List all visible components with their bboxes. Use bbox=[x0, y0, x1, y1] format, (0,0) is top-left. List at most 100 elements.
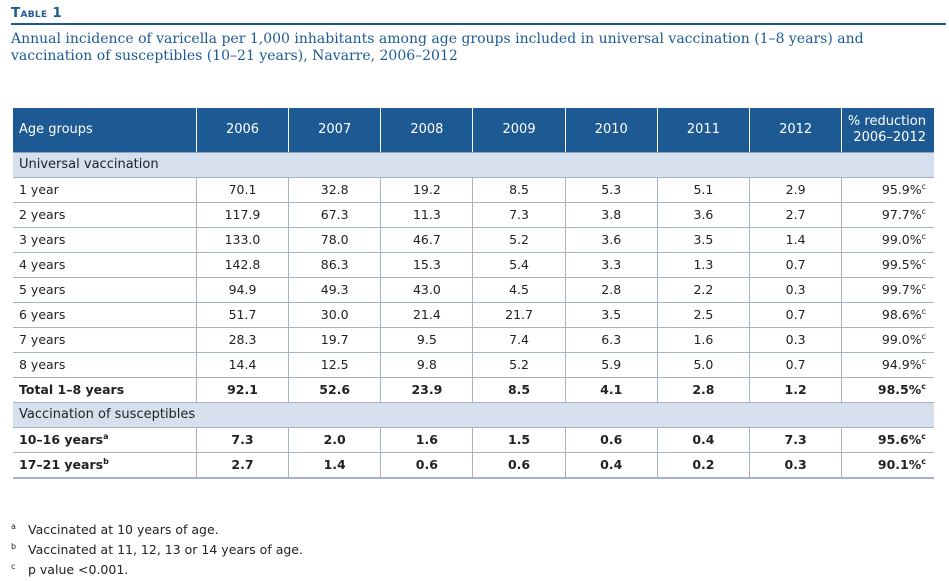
footnote-marker: b bbox=[103, 456, 109, 466]
age-group-label: 10–16 years bbox=[19, 432, 104, 447]
footnote-marker: c bbox=[921, 206, 926, 216]
incidence-value: 0.7 bbox=[749, 252, 843, 278]
incidence-value: 8.5 bbox=[472, 177, 566, 203]
incidence-value: 2.9 bbox=[749, 177, 843, 203]
header-year-2010: 2010 bbox=[565, 108, 658, 153]
reduction-cell: 95.9%c bbox=[841, 177, 934, 203]
table-row: 3 years 133.0 78.0 46.7 5.2 3.6 3.5 1.4 99.0%c bbox=[13, 227, 934, 253]
incidence-value: 8.5 bbox=[472, 377, 566, 403]
table-row: 5 years 94.9 49.3 43.0 4.5 2.8 2.2 0.3 99.7%c bbox=[13, 277, 934, 303]
incidence-value: 3.5 bbox=[657, 227, 751, 253]
incidence-value: 1.5 bbox=[472, 427, 566, 453]
age-group-label: 4 years bbox=[19, 257, 66, 272]
reduction-value: 97.7% bbox=[881, 207, 922, 222]
reduction-value: 94.9% bbox=[881, 357, 922, 372]
incidence-value: 5.9 bbox=[565, 352, 658, 378]
age-group-label: 2 years bbox=[19, 207, 66, 222]
incidence-value: 1.6 bbox=[657, 327, 751, 353]
incidence-value: 0.3 bbox=[749, 452, 843, 478]
incidence-value: 7.3 bbox=[749, 427, 843, 453]
incidence-value: 49.3 bbox=[288, 277, 382, 303]
incidence-value: 19.7 bbox=[288, 327, 382, 353]
section-label: Vaccination of susceptibles bbox=[13, 402, 934, 428]
age-group-cell: 8 years bbox=[13, 352, 197, 378]
incidence-value: 2.8 bbox=[657, 377, 751, 403]
incidence-value: 46.7 bbox=[380, 227, 474, 253]
incidence-value: 2.5 bbox=[657, 302, 751, 328]
incidence-value: 21.4 bbox=[380, 302, 474, 328]
footnote-marker: c bbox=[921, 231, 926, 241]
reduction-cell: 98.6%c bbox=[841, 302, 934, 328]
footnote: b Vaccinated at 11, 12, 13 or 14 years of… bbox=[11, 540, 303, 560]
incidence-value: 94.9 bbox=[196, 277, 290, 303]
incidence-value: 21.7 bbox=[472, 302, 566, 328]
header-year-2006: 2006 bbox=[196, 108, 290, 153]
incidence-value: 3.5 bbox=[565, 302, 658, 328]
header-age-groups: Age groups bbox=[13, 108, 197, 153]
reduction-value: 98.5% bbox=[877, 382, 922, 397]
footnote-marker: c bbox=[921, 256, 926, 266]
age-group-cell: 17–21 yearsb bbox=[13, 452, 197, 478]
footnote-marker: c bbox=[11, 562, 16, 571]
header-year-2007: 2007 bbox=[288, 108, 382, 153]
footnote-marker: a bbox=[11, 522, 16, 531]
footnote-marker: c bbox=[921, 356, 926, 366]
incidence-value: 133.0 bbox=[196, 227, 290, 253]
incidence-value: 2.0 bbox=[288, 427, 382, 453]
incidence-value: 5.3 bbox=[565, 177, 658, 203]
incidence-value: 2.7 bbox=[749, 202, 843, 228]
age-group-cell: Total 1–8 years bbox=[13, 377, 197, 403]
footnotes: a Vaccinated at 10 years of age. b Vaccinat… bbox=[11, 520, 303, 580]
age-group-label: 3 years bbox=[19, 232, 66, 247]
incidence-value: 11.3 bbox=[380, 202, 474, 228]
age-group-cell: 3 years bbox=[13, 227, 197, 253]
incidence-value: 4.1 bbox=[565, 377, 658, 403]
incidence-value: 28.3 bbox=[196, 327, 290, 353]
footnote-marker: c bbox=[921, 281, 926, 291]
incidence-value: 5.4 bbox=[472, 252, 566, 278]
header-reduction: % reduction 2006–2012 bbox=[841, 108, 934, 153]
incidence-value: 9.5 bbox=[380, 327, 474, 353]
age-group-label: 7 years bbox=[19, 332, 66, 347]
incidence-value: 3.8 bbox=[565, 202, 658, 228]
incidence-value: 0.7 bbox=[749, 352, 843, 378]
incidence-value: 7.3 bbox=[472, 202, 566, 228]
incidence-value: 0.4 bbox=[565, 452, 658, 478]
incidence-value: 1.6 bbox=[380, 427, 474, 453]
table-body: Universal vaccination 1 year 70.1 32.8 19.2 8… bbox=[13, 152, 934, 478]
footnote-text: Vaccinated at 11, 12, 13 or 14 years of … bbox=[28, 542, 303, 557]
incidence-value: 7.3 bbox=[196, 427, 290, 453]
header-reduction-line2: 2006–2012 bbox=[853, 129, 926, 145]
section-vaccination-susceptibles: Vaccination of susceptibles bbox=[13, 402, 934, 428]
footnote-marker: a bbox=[103, 431, 109, 441]
reduction-value: 90.1% bbox=[877, 457, 922, 472]
footnote-marker: c bbox=[921, 306, 926, 316]
incidence-value: 15.3 bbox=[380, 252, 474, 278]
incidence-value: 0.3 bbox=[749, 327, 843, 353]
incidence-value: 2.7 bbox=[196, 452, 290, 478]
age-group-label: 8 years bbox=[19, 357, 66, 372]
age-group-cell: 2 years bbox=[13, 202, 197, 228]
reduction-value: 95.9% bbox=[881, 182, 922, 197]
incidence-value: 3.6 bbox=[565, 227, 658, 253]
title-rule bbox=[11, 23, 946, 25]
incidence-table: Age groups 2006 2007 2008 2009 2010 2011… bbox=[13, 108, 934, 478]
footnote-marker: c bbox=[921, 456, 926, 466]
table-bottom-rule bbox=[13, 478, 934, 479]
incidence-value: 70.1 bbox=[196, 177, 290, 203]
footnote-text: p value <0.001. bbox=[28, 562, 129, 577]
table-caption: Annual incidence of varicella per 1,000 … bbox=[11, 31, 864, 64]
incidence-value: 32.8 bbox=[288, 177, 382, 203]
incidence-value: 117.9 bbox=[196, 202, 290, 228]
incidence-value: 14.4 bbox=[196, 352, 290, 378]
incidence-value: 1.2 bbox=[749, 377, 843, 403]
incidence-value: 142.8 bbox=[196, 252, 290, 278]
incidence-value: 2.8 bbox=[565, 277, 658, 303]
incidence-value: 0.4 bbox=[657, 427, 751, 453]
incidence-value: 6.3 bbox=[565, 327, 658, 353]
age-group-cell: 6 years bbox=[13, 302, 197, 328]
reduction-cell: 99.7%c bbox=[841, 277, 934, 303]
header-year-2012: 2012 bbox=[749, 108, 843, 153]
table-row: 7 years 28.3 19.7 9.5 7.4 6.3 1.6 0.3 99.0%c bbox=[13, 327, 934, 353]
footnote-marker: c bbox=[921, 331, 926, 341]
